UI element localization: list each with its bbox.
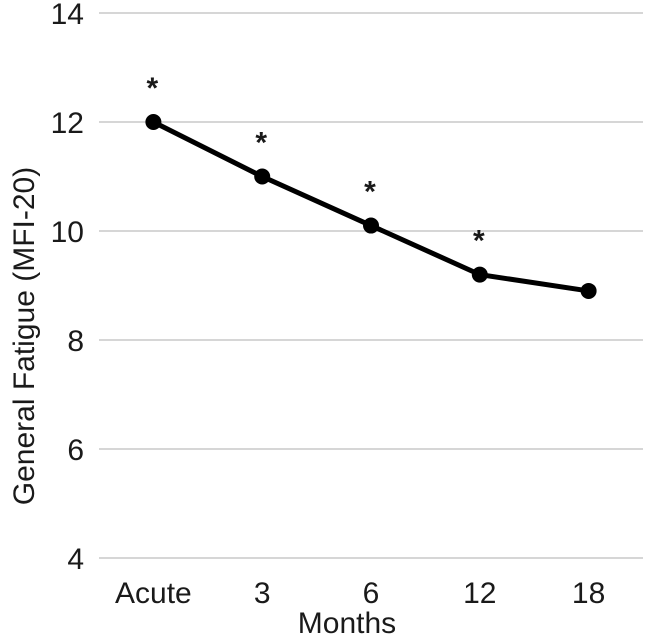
- data-point: [254, 168, 271, 185]
- y-tick-label: 14: [51, 0, 84, 31]
- significance-asterisk: *: [147, 72, 159, 105]
- x-tick-label: Acute: [115, 577, 192, 610]
- y-tick-label: 8: [67, 325, 84, 358]
- x-tick-label: 3: [254, 577, 271, 610]
- y-tick-label: 6: [67, 434, 84, 467]
- y-tick-label: 12: [51, 107, 84, 140]
- y-tick-label: 10: [51, 216, 84, 249]
- significance-asterisk: *: [255, 127, 267, 160]
- data-point: [145, 114, 162, 130]
- x-tick-label: 18: [572, 577, 605, 610]
- x-axis-title: Months: [297, 607, 397, 640]
- y-axis-title: General Fatigue (MFI-20): [8, 166, 41, 506]
- x-tick-label: 12: [463, 577, 496, 610]
- significance-asterisk: *: [473, 225, 485, 258]
- significance-asterisk: *: [364, 176, 376, 209]
- data-point: [580, 282, 597, 299]
- x-tick-label: 6: [363, 577, 380, 610]
- y-tick-label: 4: [67, 543, 84, 576]
- data-point: [471, 266, 488, 283]
- data-point: [363, 217, 379, 234]
